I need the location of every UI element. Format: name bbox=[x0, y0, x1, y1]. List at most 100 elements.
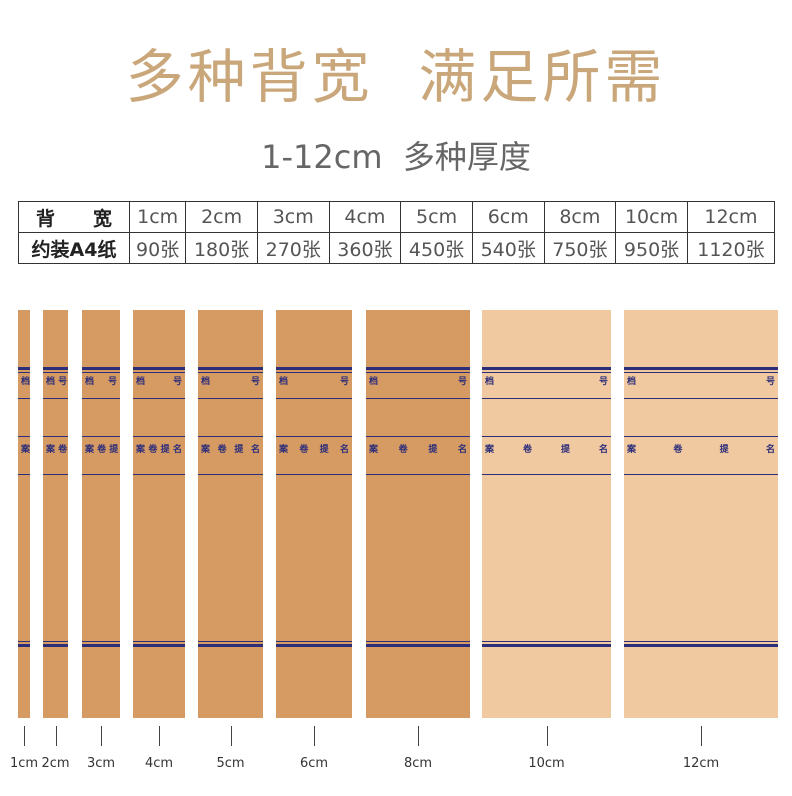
spine-line bbox=[82, 372, 120, 373]
spine-text: 档 号 bbox=[85, 377, 117, 387]
spine-text: 档 号 bbox=[279, 377, 349, 387]
table-cell: 270张 bbox=[256, 232, 330, 264]
spine-line bbox=[276, 644, 352, 647]
spine-line bbox=[82, 644, 120, 647]
spine-line bbox=[482, 398, 611, 399]
spine-text: 案 卷 提 名 bbox=[201, 445, 260, 455]
subtitle: 1-12cm 多种厚度 bbox=[261, 138, 531, 176]
spec-table: 背 宽 1cm 2cm 3cm 4cm 5cm 6cm 8cm 10cm 12cm 约装A4纸 90张… bbox=[18, 201, 776, 264]
spine-line bbox=[133, 436, 185, 437]
spine-line bbox=[18, 644, 30, 647]
spine-text: 档 号 bbox=[136, 377, 182, 387]
table-cell: 背 宽 bbox=[18, 201, 130, 233]
table-cell: 180张 bbox=[185, 232, 258, 264]
spine-line bbox=[82, 641, 120, 642]
tick bbox=[101, 726, 102, 746]
spine-line bbox=[18, 398, 30, 399]
spine-line bbox=[482, 474, 611, 475]
table-row: 背 宽 1cm 2cm 3cm 4cm 5cm 6cm 8cm 10cm 12cm bbox=[18, 201, 776, 233]
spine-line bbox=[43, 474, 68, 475]
spine-text: 案 卷 提 名 bbox=[85, 445, 120, 455]
table-cell: 1cm bbox=[128, 201, 187, 233]
table-cell: 8cm bbox=[543, 201, 617, 233]
spine-line bbox=[18, 372, 30, 373]
spine-label: 6cm bbox=[299, 756, 329, 771]
spine-line bbox=[366, 474, 470, 475]
spine-line bbox=[624, 367, 778, 370]
table-cell: 10cm bbox=[615, 201, 688, 233]
table-cell: 3cm bbox=[256, 201, 330, 233]
spine-line bbox=[276, 372, 352, 373]
spine-line bbox=[18, 436, 30, 437]
spine-line bbox=[18, 641, 30, 642]
table-cell: 1120张 bbox=[686, 232, 776, 264]
spine-label: 4cm bbox=[144, 756, 174, 771]
title: 多种背宽 满足所需 bbox=[125, 43, 667, 111]
spine-text: 案 卷 提 名 bbox=[485, 445, 608, 455]
spine: 档 号案 卷 提 名 bbox=[18, 310, 30, 718]
table-cell: 950张 bbox=[615, 232, 688, 264]
spine-line bbox=[43, 436, 68, 437]
spine-label: 3cm bbox=[86, 756, 116, 771]
spine-line bbox=[198, 372, 263, 373]
spine-text: 档 号 bbox=[46, 377, 68, 387]
spine-line bbox=[198, 367, 263, 370]
spine-label: 8cm bbox=[403, 756, 433, 771]
spine-line bbox=[133, 474, 185, 475]
spine-text: 案 卷 提 名 bbox=[21, 445, 30, 455]
spine-line bbox=[82, 398, 120, 399]
spine-line bbox=[366, 436, 470, 437]
spine-line bbox=[624, 641, 778, 642]
spine-line bbox=[198, 644, 263, 647]
spine: 档 号案 卷 提 名 bbox=[276, 310, 352, 718]
spine-line bbox=[624, 644, 778, 647]
spine-line bbox=[43, 372, 68, 373]
spine-line bbox=[82, 367, 120, 370]
table-cell: 约装A4纸 bbox=[18, 232, 130, 264]
spine-line bbox=[482, 436, 611, 437]
spine-line bbox=[624, 372, 778, 373]
table-row: 约装A4纸 90张 180张 270张 360张 450张 540张 750张 950张 1120… bbox=[18, 232, 776, 264]
spine-line bbox=[43, 398, 68, 399]
spine-line bbox=[276, 398, 352, 399]
tick bbox=[230, 726, 232, 746]
spine-line bbox=[198, 436, 263, 437]
tick bbox=[701, 726, 702, 746]
tick bbox=[159, 726, 160, 746]
spine-label: 2cm bbox=[41, 756, 70, 771]
spine-line bbox=[366, 641, 470, 642]
spine-line bbox=[276, 367, 352, 370]
tick bbox=[314, 726, 315, 746]
spine-line bbox=[82, 436, 120, 437]
spine-line bbox=[624, 436, 778, 437]
table-cell: 4cm bbox=[328, 201, 402, 233]
spine-line bbox=[43, 644, 68, 647]
spine-text: 案 卷 提 名 bbox=[279, 445, 349, 455]
spine-line bbox=[482, 644, 611, 647]
spine: 档 号案 卷 提 名 bbox=[366, 310, 470, 718]
tick bbox=[55, 726, 57, 746]
spine-text: 案 卷 提 名 bbox=[627, 445, 775, 455]
spine: 档 号案 卷 提 名 bbox=[43, 310, 68, 718]
spine-label: 10cm bbox=[528, 756, 565, 771]
spine-line bbox=[366, 372, 470, 373]
spine-line bbox=[133, 641, 185, 642]
spine-line bbox=[276, 474, 352, 475]
table-cell: 360张 bbox=[328, 232, 402, 264]
tick bbox=[24, 726, 25, 746]
spine-line bbox=[198, 474, 263, 475]
spine: 档 号案 卷 提 名 bbox=[133, 310, 185, 718]
table-cell: 12cm bbox=[686, 201, 776, 233]
table-cell: 2cm bbox=[185, 201, 258, 233]
spine-line bbox=[18, 474, 30, 475]
spine-line bbox=[198, 641, 263, 642]
spine-line bbox=[366, 644, 470, 647]
table-cell: 90张 bbox=[128, 232, 187, 264]
table-cell: 6cm bbox=[471, 201, 545, 233]
spine-line bbox=[133, 398, 185, 399]
spine-line bbox=[366, 367, 470, 370]
spine-label: 12cm bbox=[682, 756, 720, 771]
spine-line bbox=[624, 474, 778, 475]
spine-line bbox=[133, 372, 185, 373]
